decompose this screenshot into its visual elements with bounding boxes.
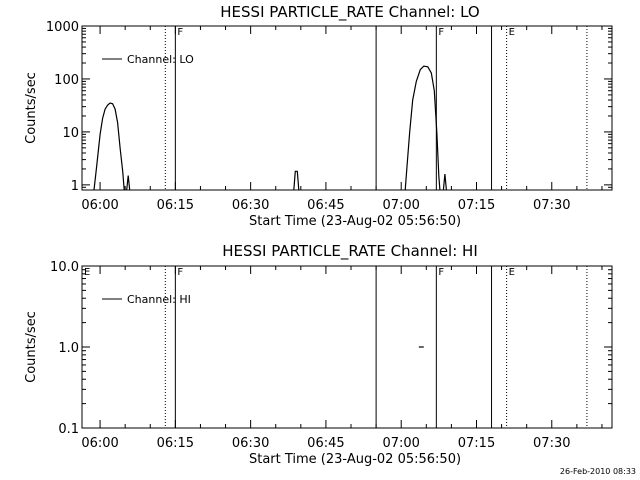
panel-lo: HESSI PARTICLE_RATE Channel: LO 1 10 100 10… (24, 3, 613, 229)
footer-timestamp: 26-Feb-2010 08:33 (560, 467, 636, 476)
x-tick-label: 06:30 (232, 198, 269, 213)
y-tick-label: 1.0 (58, 341, 79, 356)
y-axis-label: Counts/sec (24, 72, 39, 144)
y-tick-label: 10 (62, 126, 79, 141)
event-marker-label: E (509, 267, 515, 278)
data-series (93, 65, 447, 191)
series-line (404, 65, 441, 191)
y-tick-labels: 1 10 100 1000 (46, 20, 79, 194)
y-tick-label: 1000 (46, 20, 79, 35)
panel-hi: HESSI PARTICLE_RATE Channel: HI 0.1 1.0 10… (24, 242, 613, 467)
x-tick-label: 06:00 (81, 436, 118, 451)
x-tick-label: 06:45 (307, 198, 344, 213)
legend-label: Channel: LO (127, 53, 194, 66)
tick-marks (82, 25, 612, 191)
event-marker-label: F (438, 267, 444, 278)
plot-frame (81, 25, 613, 191)
chart-title: HESSI PARTICLE_RATE Channel: LO (220, 3, 479, 22)
x-tick-label: 07:30 (533, 436, 570, 451)
series-line (293, 170, 300, 191)
x-tick-labels: 06:00 06:15 06:30 06:45 07:00 07:15 07:30 (81, 198, 570, 213)
event-marker-label: E (509, 27, 515, 38)
series-line (442, 174, 447, 191)
x-tick-label: 07:15 (458, 436, 495, 451)
x-tick-label: 07:30 (533, 198, 570, 213)
x-tick-label: 06:45 (307, 436, 344, 451)
event-marker-label: F (438, 27, 444, 38)
x-axis-label: Start Time (23-Aug-02 05:56:50) (249, 452, 461, 467)
y-tick-label: 100 (54, 73, 79, 88)
x-tick-label: 06:30 (232, 436, 269, 451)
x-tick-label: 06:00 (81, 198, 118, 213)
event-marker-label: F (177, 27, 183, 38)
x-tick-label: 06:15 (157, 436, 194, 451)
y-tick-label: 0.1 (58, 422, 79, 437)
x-tick-label: 06:15 (157, 198, 194, 213)
x-tick-label: 07:00 (382, 198, 419, 213)
legend-label: Channel: HI (127, 293, 191, 306)
event-marker-label: F (177, 267, 183, 278)
chart-title: HESSI PARTICLE_RATE Channel: HI (222, 242, 478, 261)
x-tick-label: 07:00 (382, 436, 419, 451)
x-axis-label: Start Time (23-Aug-02 05:56:50) (249, 214, 461, 229)
y-tick-label: 10.0 (50, 260, 79, 275)
tick-marks (82, 265, 612, 429)
series-line (93, 102, 125, 191)
y-tick-label: 1 (71, 179, 79, 194)
series-line (126, 175, 131, 191)
x-tick-label: 07:15 (458, 198, 495, 213)
y-axis-label: Counts/sec (24, 311, 39, 383)
x-tick-labels: 06:00 06:15 06:30 06:45 07:00 07:15 07:30 (81, 436, 570, 451)
y-tick-labels: 0.1 1.0 10.0 (50, 260, 79, 437)
event-marker-label: E (84, 267, 90, 278)
plot-frame (81, 265, 613, 429)
